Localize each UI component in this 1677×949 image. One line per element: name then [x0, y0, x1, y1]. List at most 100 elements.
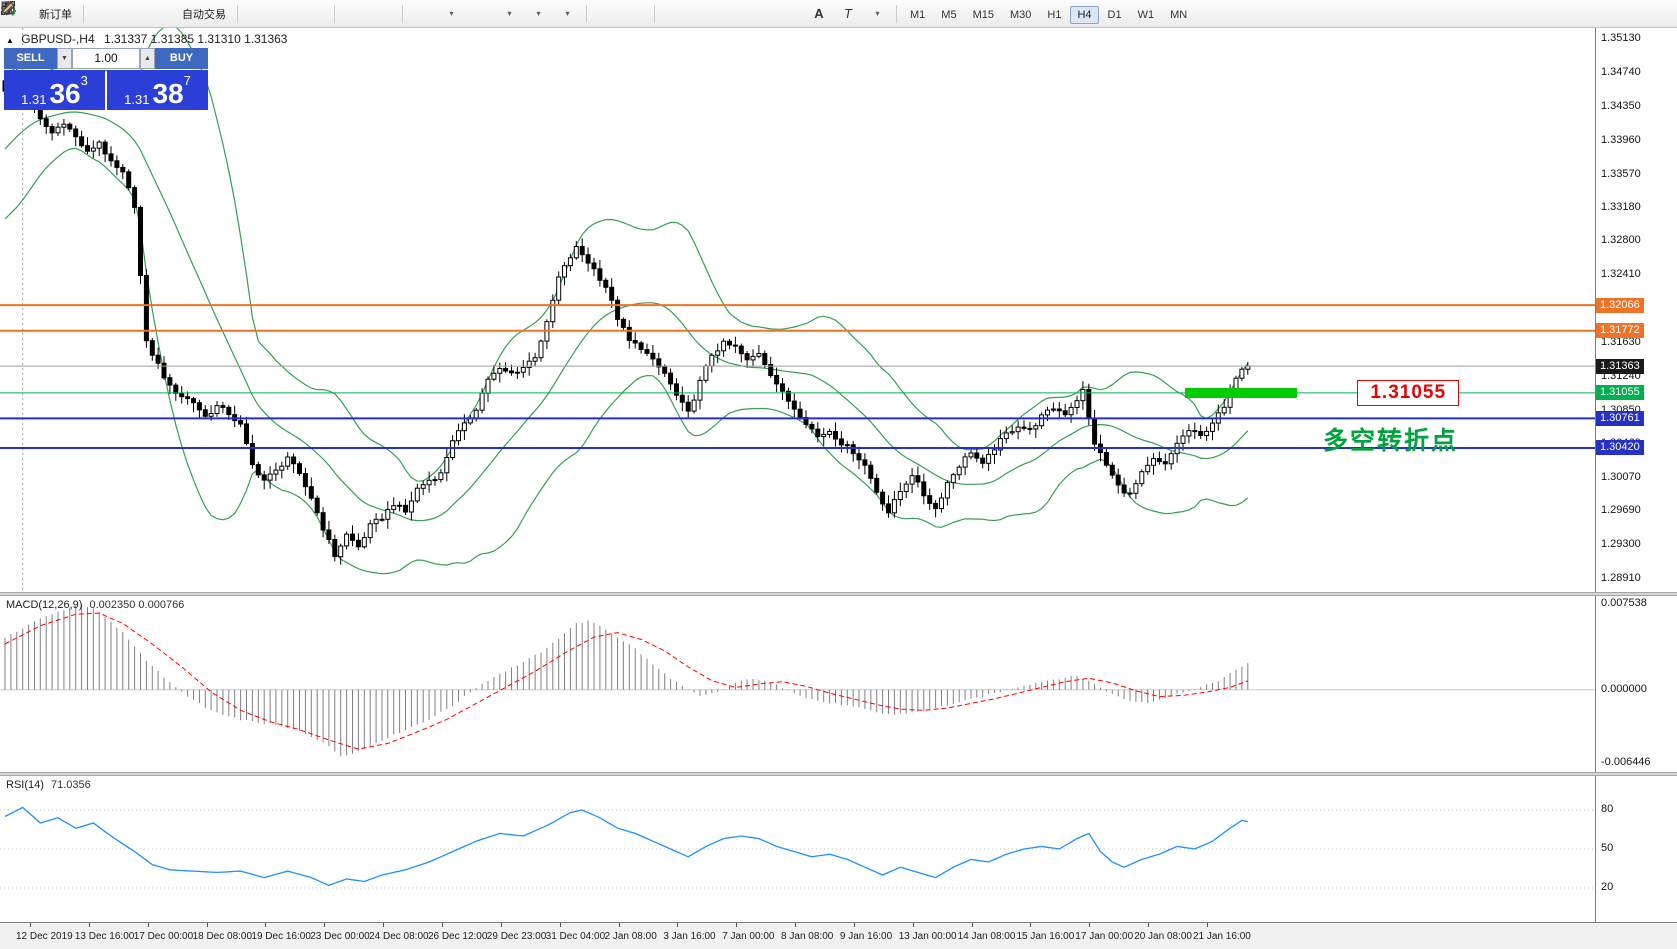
- collapse-icon[interactable]: ▲: [6, 36, 14, 45]
- time-axis-label: 7 Jan 00:00: [722, 931, 775, 942]
- rsi-levels: [0, 809, 1595, 889]
- macd-values: 0.002350 0.000766: [89, 599, 185, 611]
- timeframe-button-M15[interactable]: M15: [972, 8, 994, 21]
- time-tick: [441, 923, 443, 927]
- time-tick: [265, 923, 267, 927]
- rsi-axis-label: 80: [1601, 803, 1614, 815]
- volume-down-button[interactable]: ▼: [57, 48, 72, 69]
- candles: [2, 68, 1251, 565]
- price-axis-label: 1.33180: [1601, 201, 1641, 214]
- timeframe-button-MN[interactable]: MN: [1170, 8, 1188, 21]
- time-tick: [795, 923, 797, 927]
- turning-point-note[interactable]: 多空转折点: [1323, 426, 1459, 455]
- macd-axis[interactable]: 0.007538 0.000000 -0.006446: [1595, 596, 1677, 772]
- zoom-out-icon[interactable]: [1, 1, 397, 26]
- rsi-svg[interactable]: [0, 776, 1595, 922]
- bid-price-display[interactable]: 1.31 36 3: [4, 70, 105, 110]
- timeframe-button-M5[interactable]: M5: [941, 8, 957, 21]
- tile-windows-icon[interactable]: [1, 1, 436, 26]
- price-axis-label: 1.32800: [1601, 234, 1641, 247]
- cursor-icon[interactable]: [5, 1, 620, 26]
- time-axis-label: 14 Jan 08:00: [957, 931, 1016, 942]
- ask-big-digits: 38: [152, 78, 184, 110]
- main-chart-panel[interactable]: ▲ GBPUSD-,H4 1.31337 1.31385 1.31310 1.3…: [0, 28, 1595, 592]
- macd-signal-line: [4, 612, 1248, 750]
- ask-price-display[interactable]: 1.31 38 7: [107, 70, 208, 110]
- bar-chart-icon[interactable]: [2, 2, 271, 26]
- time-axis-label: 19 Dec 16:00: [251, 931, 311, 942]
- timeframe-button-W1[interactable]: W1: [1137, 8, 1155, 21]
- time-axis-label: 15 Jan 16:00: [1016, 931, 1075, 942]
- time-axis[interactable]: 12 Dec 2019 13 Dec 16:00 17 Dec 00:00 18 De…: [0, 922, 1677, 949]
- crosshair-icon[interactable]: [1, 1, 649, 26]
- time-axis-label: 9 Jan 16:00: [839, 931, 893, 942]
- time-axis-label: 23 Dec 00:00: [310, 931, 370, 942]
- line-chart-icon[interactable]: [1, 2, 329, 26]
- highlight-rect[interactable]: [1185, 387, 1297, 398]
- text-icon[interactable]: A: [814, 6, 824, 21]
- macd-name: MACD(12,26,9): [6, 599, 83, 611]
- buy-button[interactable]: BUY: [155, 48, 208, 69]
- timeframe-button-H4[interactable]: H4: [1070, 5, 1099, 24]
- vertical-line-icon[interactable]: [7, 2, 688, 26]
- cascade-windows-icon[interactable]: ▾: [1, 1, 465, 26]
- lightning-icon[interactable]: [3, 0, 117, 26]
- time-tick: [1030, 923, 1032, 927]
- panel-divider[interactable]: [0, 592, 1677, 596]
- price-axis-label: 1.34350: [1601, 99, 1641, 112]
- fibonacci-icon[interactable]: [2, 2, 804, 26]
- one-click-trading-widget: SELL ▼ 1.00 ▲ BUY 1.31 36 3 1.31 38 7: [4, 48, 208, 110]
- macd-svg[interactable]: [0, 596, 1595, 772]
- time-axis-label: 17 Dec 00:00: [133, 931, 194, 942]
- time-axis-label: 3 Jan 16:00: [663, 931, 716, 942]
- sell-button[interactable]: SELL: [4, 48, 57, 69]
- indicators-button[interactable]: ▾: [1, 2, 523, 26]
- edit-pencil-icon[interactable]: [2, 2, 1673, 26]
- price-axis[interactable]: 1.35130 1.34740 1.34350 1.33960 1.33570 1.331…: [1595, 28, 1677, 592]
- price-axis-label: 1.31630: [1601, 335, 1641, 348]
- trendline-icon[interactable]: [1, 1, 746, 26]
- rsi-panel[interactable]: RSI(14) 71.0356: [0, 776, 1595, 922]
- volume-up-button[interactable]: ▲: [140, 48, 155, 69]
- price-tag-1.31772: 1.31772: [1596, 323, 1644, 339]
- timeframe-button-M30[interactable]: M30: [1009, 8, 1032, 21]
- time-tick: [500, 923, 502, 927]
- periods-button[interactable]: ▾: [1, 1, 552, 26]
- main-chart-svg[interactable]: [0, 28, 1595, 592]
- ask-prefix: 1.31: [124, 92, 150, 107]
- rsi-title: RSI(14) 71.0356: [6, 779, 91, 791]
- search-icon[interactable]: [1, 1, 1644, 26]
- arrows-icon[interactable]: ▾: [2, 2, 891, 26]
- new-order-button[interactable]: 新订单: [2, 1, 78, 26]
- time-tick: [147, 923, 149, 927]
- support-headset-icon[interactable]: [2, 2, 175, 26]
- data-window-icon[interactable]: [1, 2, 146, 26]
- timeframe-button-H1[interactable]: H1: [1047, 8, 1062, 21]
- time-tick: [1148, 923, 1150, 927]
- profiles-icon[interactable]: [1, 2, 494, 26]
- autotrading-button[interactable]: 自动交易: [3, 2, 232, 26]
- price-callout-label[interactable]: 1.31055: [1357, 379, 1460, 406]
- timeframe-button-D1[interactable]: D1: [1107, 8, 1122, 21]
- time-tick: [206, 923, 208, 927]
- label-icon[interactable]: T: [844, 6, 852, 21]
- time-axis-label: 21 Jan 16:00: [1193, 931, 1251, 942]
- time-axis-label: 2 Jan 08:00: [604, 931, 657, 942]
- templates-button[interactable]: ▾: [2, 2, 581, 26]
- zoom-in-icon[interactable]: [1, 1, 368, 26]
- chevron-down-icon: ▾: [449, 9, 454, 18]
- macd-axis-label: -0.006446: [1601, 756, 1651, 769]
- macd-panel[interactable]: MACD(12,26,9) 0.002350 0.000766: [0, 596, 1595, 772]
- channel-icon[interactable]: [1, 2, 775, 26]
- time-axis-label: 13 Dec 16:00: [74, 931, 135, 942]
- time-axis-label: 26 Dec 12:00: [427, 931, 488, 942]
- time-tick: [912, 923, 914, 927]
- rsi-axis[interactable]: 80 50 20: [1595, 776, 1677, 922]
- time-axis-label: 20 Jan 08:00: [1134, 931, 1192, 942]
- horizontal-line-icon[interactable]: [2, 2, 717, 26]
- volume-input[interactable]: 1.00: [72, 48, 140, 69]
- price-tag-1.30420: 1.30420: [1596, 440, 1644, 456]
- panel-divider[interactable]: [0, 772, 1677, 776]
- timeframe-button-M1[interactable]: M1: [910, 8, 926, 21]
- candlestick-chart-icon[interactable]: [2, 1, 300, 26]
